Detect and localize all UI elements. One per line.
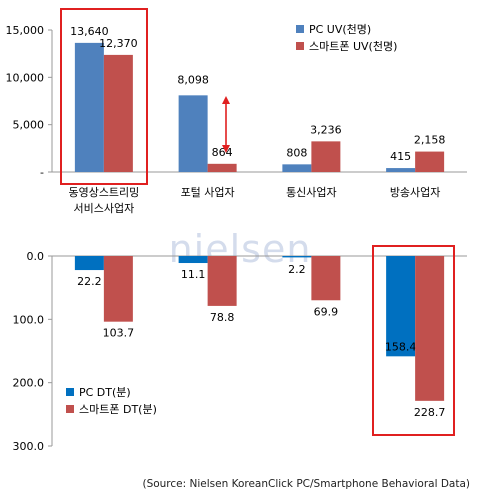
- category-label: 동영상스트리밍: [68, 186, 139, 199]
- y-tick-label: 100.0: [13, 313, 45, 326]
- y-tick-label: -: [40, 166, 44, 179]
- bar-pc-uv: [386, 168, 416, 172]
- y-tick-label: 0.0: [27, 250, 45, 263]
- arrow-head-down: [222, 145, 230, 153]
- bar-pc-dt: [386, 256, 416, 357]
- data-label: 158.4: [385, 340, 417, 353]
- data-label: 13,640: [70, 25, 109, 38]
- bar-pc-dt: [282, 256, 312, 258]
- y-tick-label: 300.0: [13, 440, 45, 453]
- bar-smartphone-uv: [311, 141, 341, 172]
- data-label: 11.1: [181, 268, 206, 281]
- bar-pc-dt: [178, 256, 208, 264]
- bar-pc-uv: [178, 95, 208, 172]
- y-tick-label: 200.0: [13, 377, 45, 390]
- highlight-box: [60, 8, 148, 185]
- legend-swatch: [296, 25, 304, 33]
- bar-pc-uv: [282, 164, 312, 172]
- y-tick-label: 10,000: [6, 71, 45, 84]
- data-label: 228.7: [414, 406, 446, 419]
- bar-smartphone-dt: [311, 256, 341, 301]
- bar-smartphone-uv: [415, 151, 445, 172]
- arrow-head-up: [222, 96, 230, 104]
- highlight-box: [372, 245, 455, 436]
- bar-smartphone-uv: [207, 163, 237, 172]
- legend-swatch: [296, 42, 304, 50]
- bar-smartphone-dt: [207, 256, 237, 306]
- bar-pc-uv: [74, 42, 104, 173]
- legend-label: PC UV(천명): [309, 22, 371, 36]
- data-label: 103.7: [103, 327, 135, 340]
- category-label: 방송사업자: [390, 186, 441, 199]
- legend-swatch: [66, 388, 74, 396]
- category-label: 포털 사업자: [181, 186, 235, 199]
- bar-smartphone-dt: [415, 256, 445, 401]
- legend-swatch: [66, 405, 74, 413]
- data-label: 3,236: [310, 123, 342, 136]
- legend-label: 스마트폰 UV(천명): [309, 39, 397, 53]
- legend-label: 스마트폰 DT(분): [79, 403, 157, 416]
- category-label: 서비스사업자: [74, 202, 135, 215]
- data-label: 2.2: [288, 263, 306, 276]
- data-label: 2,158: [414, 134, 446, 147]
- legend-label: PC DT(분): [79, 386, 131, 399]
- data-label: 864: [212, 146, 233, 159]
- data-label: 808: [286, 146, 307, 159]
- data-label: 8,098: [177, 73, 209, 86]
- watermark-logo: nielsen: [169, 227, 312, 271]
- y-tick-label: 5,000: [13, 119, 45, 132]
- data-label: 69.9: [314, 305, 339, 318]
- data-label: 22.2: [77, 275, 102, 288]
- source-note: (Source: Nielsen KoreanClick PC/Smartpho…: [142, 478, 470, 490]
- category-label: 통신사업자: [286, 186, 337, 199]
- data-label: 12,370: [99, 37, 138, 50]
- bar-smartphone-uv: [103, 54, 133, 172]
- bar-pc-dt: [74, 256, 104, 271]
- bar-smartphone-dt: [103, 256, 133, 322]
- y-tick-label: 15,000: [6, 24, 45, 37]
- data-label: 415: [390, 150, 411, 163]
- data-label: 78.8: [210, 311, 235, 324]
